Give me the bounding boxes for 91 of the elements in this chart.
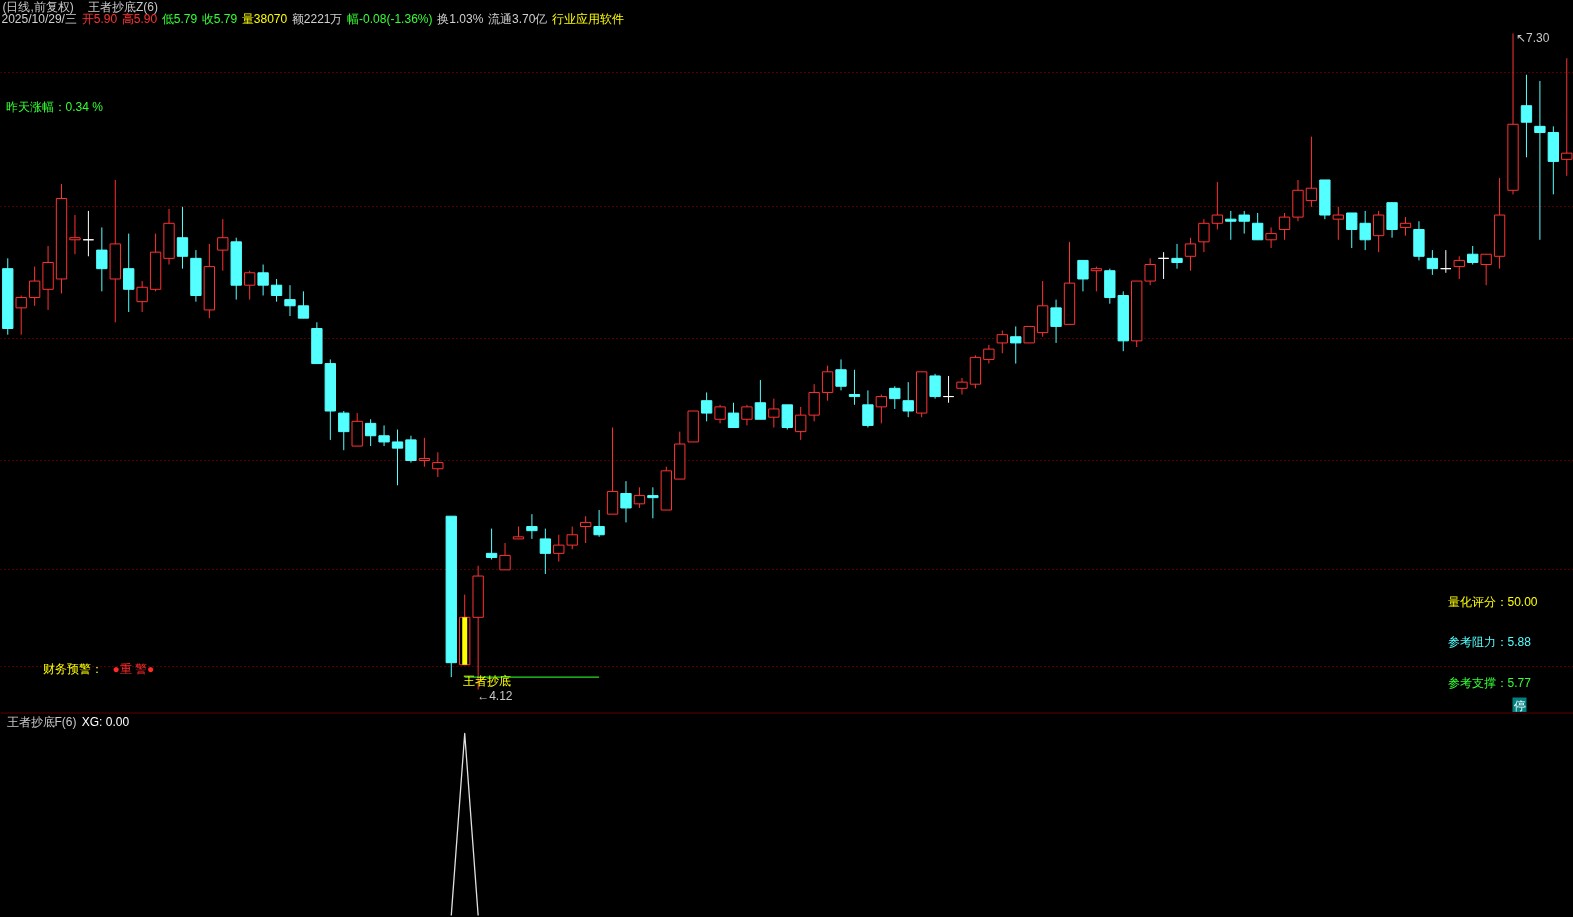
candlestick xyxy=(217,218,229,272)
candlestick xyxy=(69,214,81,255)
candlestick xyxy=(1534,80,1546,241)
candlestick xyxy=(418,437,431,468)
candlestick xyxy=(1520,74,1533,158)
candlestick xyxy=(1157,251,1170,280)
candlestick xyxy=(1184,237,1197,272)
candlestick xyxy=(768,398,780,429)
chart-title: 王者抄底F(6) xyxy=(6,714,77,729)
candlestick xyxy=(1077,259,1089,292)
candlestick xyxy=(566,526,578,550)
candlestick xyxy=(929,373,941,400)
candlestick xyxy=(875,394,888,424)
candlestick xyxy=(580,515,592,544)
candlestick xyxy=(485,528,498,561)
candlestick xyxy=(338,410,350,451)
candlestick xyxy=(835,358,847,391)
annotation: 财务预警： xyxy=(42,661,103,676)
text: XG: 0.00 xyxy=(81,714,130,729)
candlestick xyxy=(754,379,767,420)
candlestick xyxy=(956,377,968,396)
candlestick xyxy=(270,278,283,303)
candlestick xyxy=(808,383,820,422)
candlestick xyxy=(1332,206,1344,241)
candlestick xyxy=(741,404,753,426)
candlestick xyxy=(1399,216,1412,237)
annotation: ●重 警● xyxy=(112,661,155,676)
candlestick xyxy=(1440,249,1452,274)
candlestick xyxy=(902,381,914,418)
candlestick xyxy=(1251,212,1264,241)
candlestick xyxy=(499,542,511,571)
candlestick xyxy=(432,451,444,478)
candlestick xyxy=(647,486,659,519)
candlestick xyxy=(257,264,269,296)
candlestick xyxy=(391,429,404,486)
candlestick xyxy=(606,427,619,515)
candlestick xyxy=(1010,325,1022,365)
candlestick xyxy=(633,486,646,509)
candlestick xyxy=(1561,57,1573,177)
candlestick xyxy=(1372,210,1385,253)
candlestick xyxy=(795,406,807,441)
candlestick xyxy=(123,233,135,313)
annotation: 参考支撑：5.77 xyxy=(1447,675,1532,690)
candlestick xyxy=(297,290,310,319)
annotation: 昨天涨幅：0.34 % xyxy=(5,99,104,114)
candlestick xyxy=(1144,257,1156,286)
candlestick xyxy=(714,404,726,424)
candlestick xyxy=(28,266,41,307)
candlestick xyxy=(983,344,995,365)
candlestick xyxy=(821,365,834,402)
candlestick xyxy=(15,294,27,336)
candlestick xyxy=(781,404,793,431)
candlestick xyxy=(526,513,538,540)
candlestick xyxy=(700,391,713,422)
annotation: 参考阻力：5.88 xyxy=(1447,634,1532,649)
candlestick xyxy=(942,375,955,404)
text: 停 xyxy=(1513,698,1526,713)
candlestick xyxy=(1467,245,1479,266)
candlestick xyxy=(593,509,605,538)
annotation: ←4.12 xyxy=(477,688,513,703)
candlestick xyxy=(862,389,874,429)
candlestick xyxy=(378,424,390,447)
candlestick xyxy=(539,528,552,575)
candlestick xyxy=(996,330,1008,354)
candlestick xyxy=(1265,226,1277,249)
candlestick xyxy=(244,270,256,301)
candlestick xyxy=(553,534,565,563)
annotation: 量化评分：50.00 xyxy=(1447,594,1538,609)
candlestick xyxy=(1050,299,1062,344)
annotation: ↖7.30 xyxy=(1516,30,1550,45)
candlestick xyxy=(405,435,417,464)
chart-title: (日线,前复权) xyxy=(2,0,74,14)
candlestick xyxy=(1453,255,1465,280)
candlestick xyxy=(1305,136,1318,208)
candlestick xyxy=(889,385,901,410)
candlestick xyxy=(1211,181,1224,230)
candlestick xyxy=(136,280,148,313)
candlestick xyxy=(727,402,740,429)
candlestick xyxy=(1171,243,1183,270)
candlestick xyxy=(1426,249,1439,276)
candlestick xyxy=(82,210,95,257)
candlestick xyxy=(176,206,189,270)
candlestick xyxy=(1090,266,1103,292)
candlestick xyxy=(1278,212,1291,241)
candlestick xyxy=(1480,253,1492,286)
candlestick xyxy=(848,369,861,406)
candlestick xyxy=(96,226,108,292)
candlestick xyxy=(620,480,632,523)
candlestick xyxy=(284,284,296,317)
candlestick xyxy=(1198,218,1210,253)
candlestick xyxy=(364,418,377,447)
